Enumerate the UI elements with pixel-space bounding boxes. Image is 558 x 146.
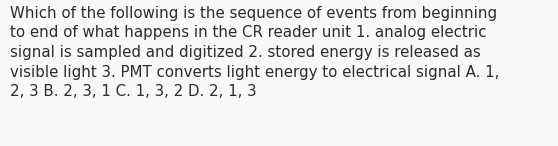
Text: Which of the following is the sequence of events from beginning
to end of what h: Which of the following is the sequence o… (10, 6, 499, 99)
